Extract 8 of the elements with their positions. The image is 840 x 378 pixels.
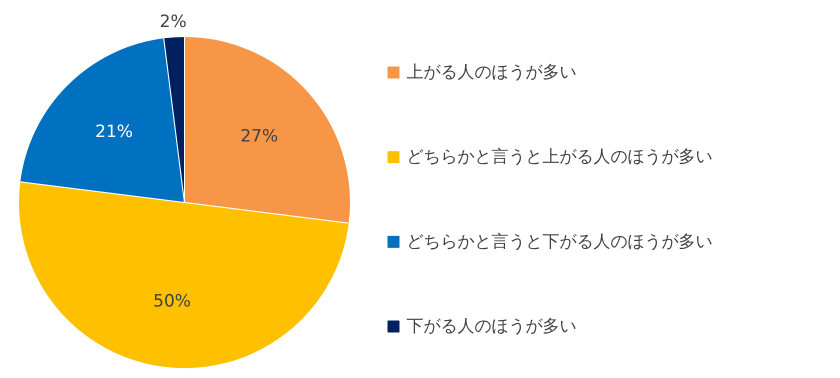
data-label: 2%	[160, 12, 187, 32]
legend-label: 下がる人のほうが多い	[406, 316, 576, 336]
data-label: 21%	[95, 122, 133, 142]
legend-label: どちらかと言うと上がる人のほうが多い	[406, 147, 712, 168]
data-label: 50%	[153, 291, 191, 312]
legend-label: 上がる人のほうが多い	[406, 62, 576, 82]
data-label: 27%	[240, 126, 278, 147]
legend-label: どちらかと言うと下がる人のほうが多い	[406, 232, 712, 252]
